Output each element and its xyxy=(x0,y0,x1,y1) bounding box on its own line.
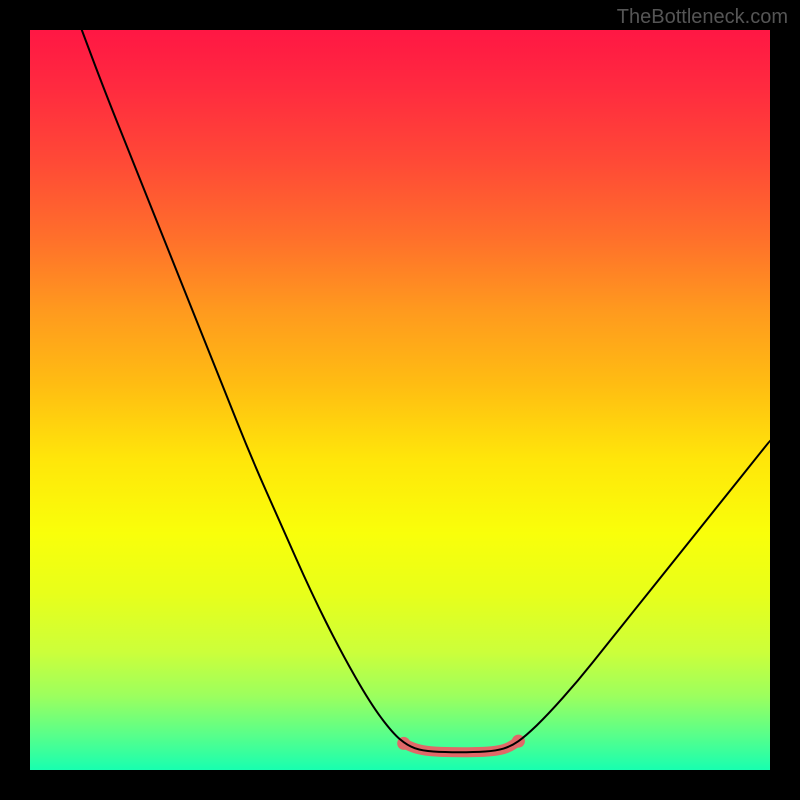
plot-area xyxy=(30,30,770,770)
bottleneck-curve xyxy=(82,30,770,752)
curve-layer xyxy=(30,30,770,770)
chart-container: TheBottleneck.com xyxy=(0,0,800,800)
watermark-text: TheBottleneck.com xyxy=(617,6,788,29)
